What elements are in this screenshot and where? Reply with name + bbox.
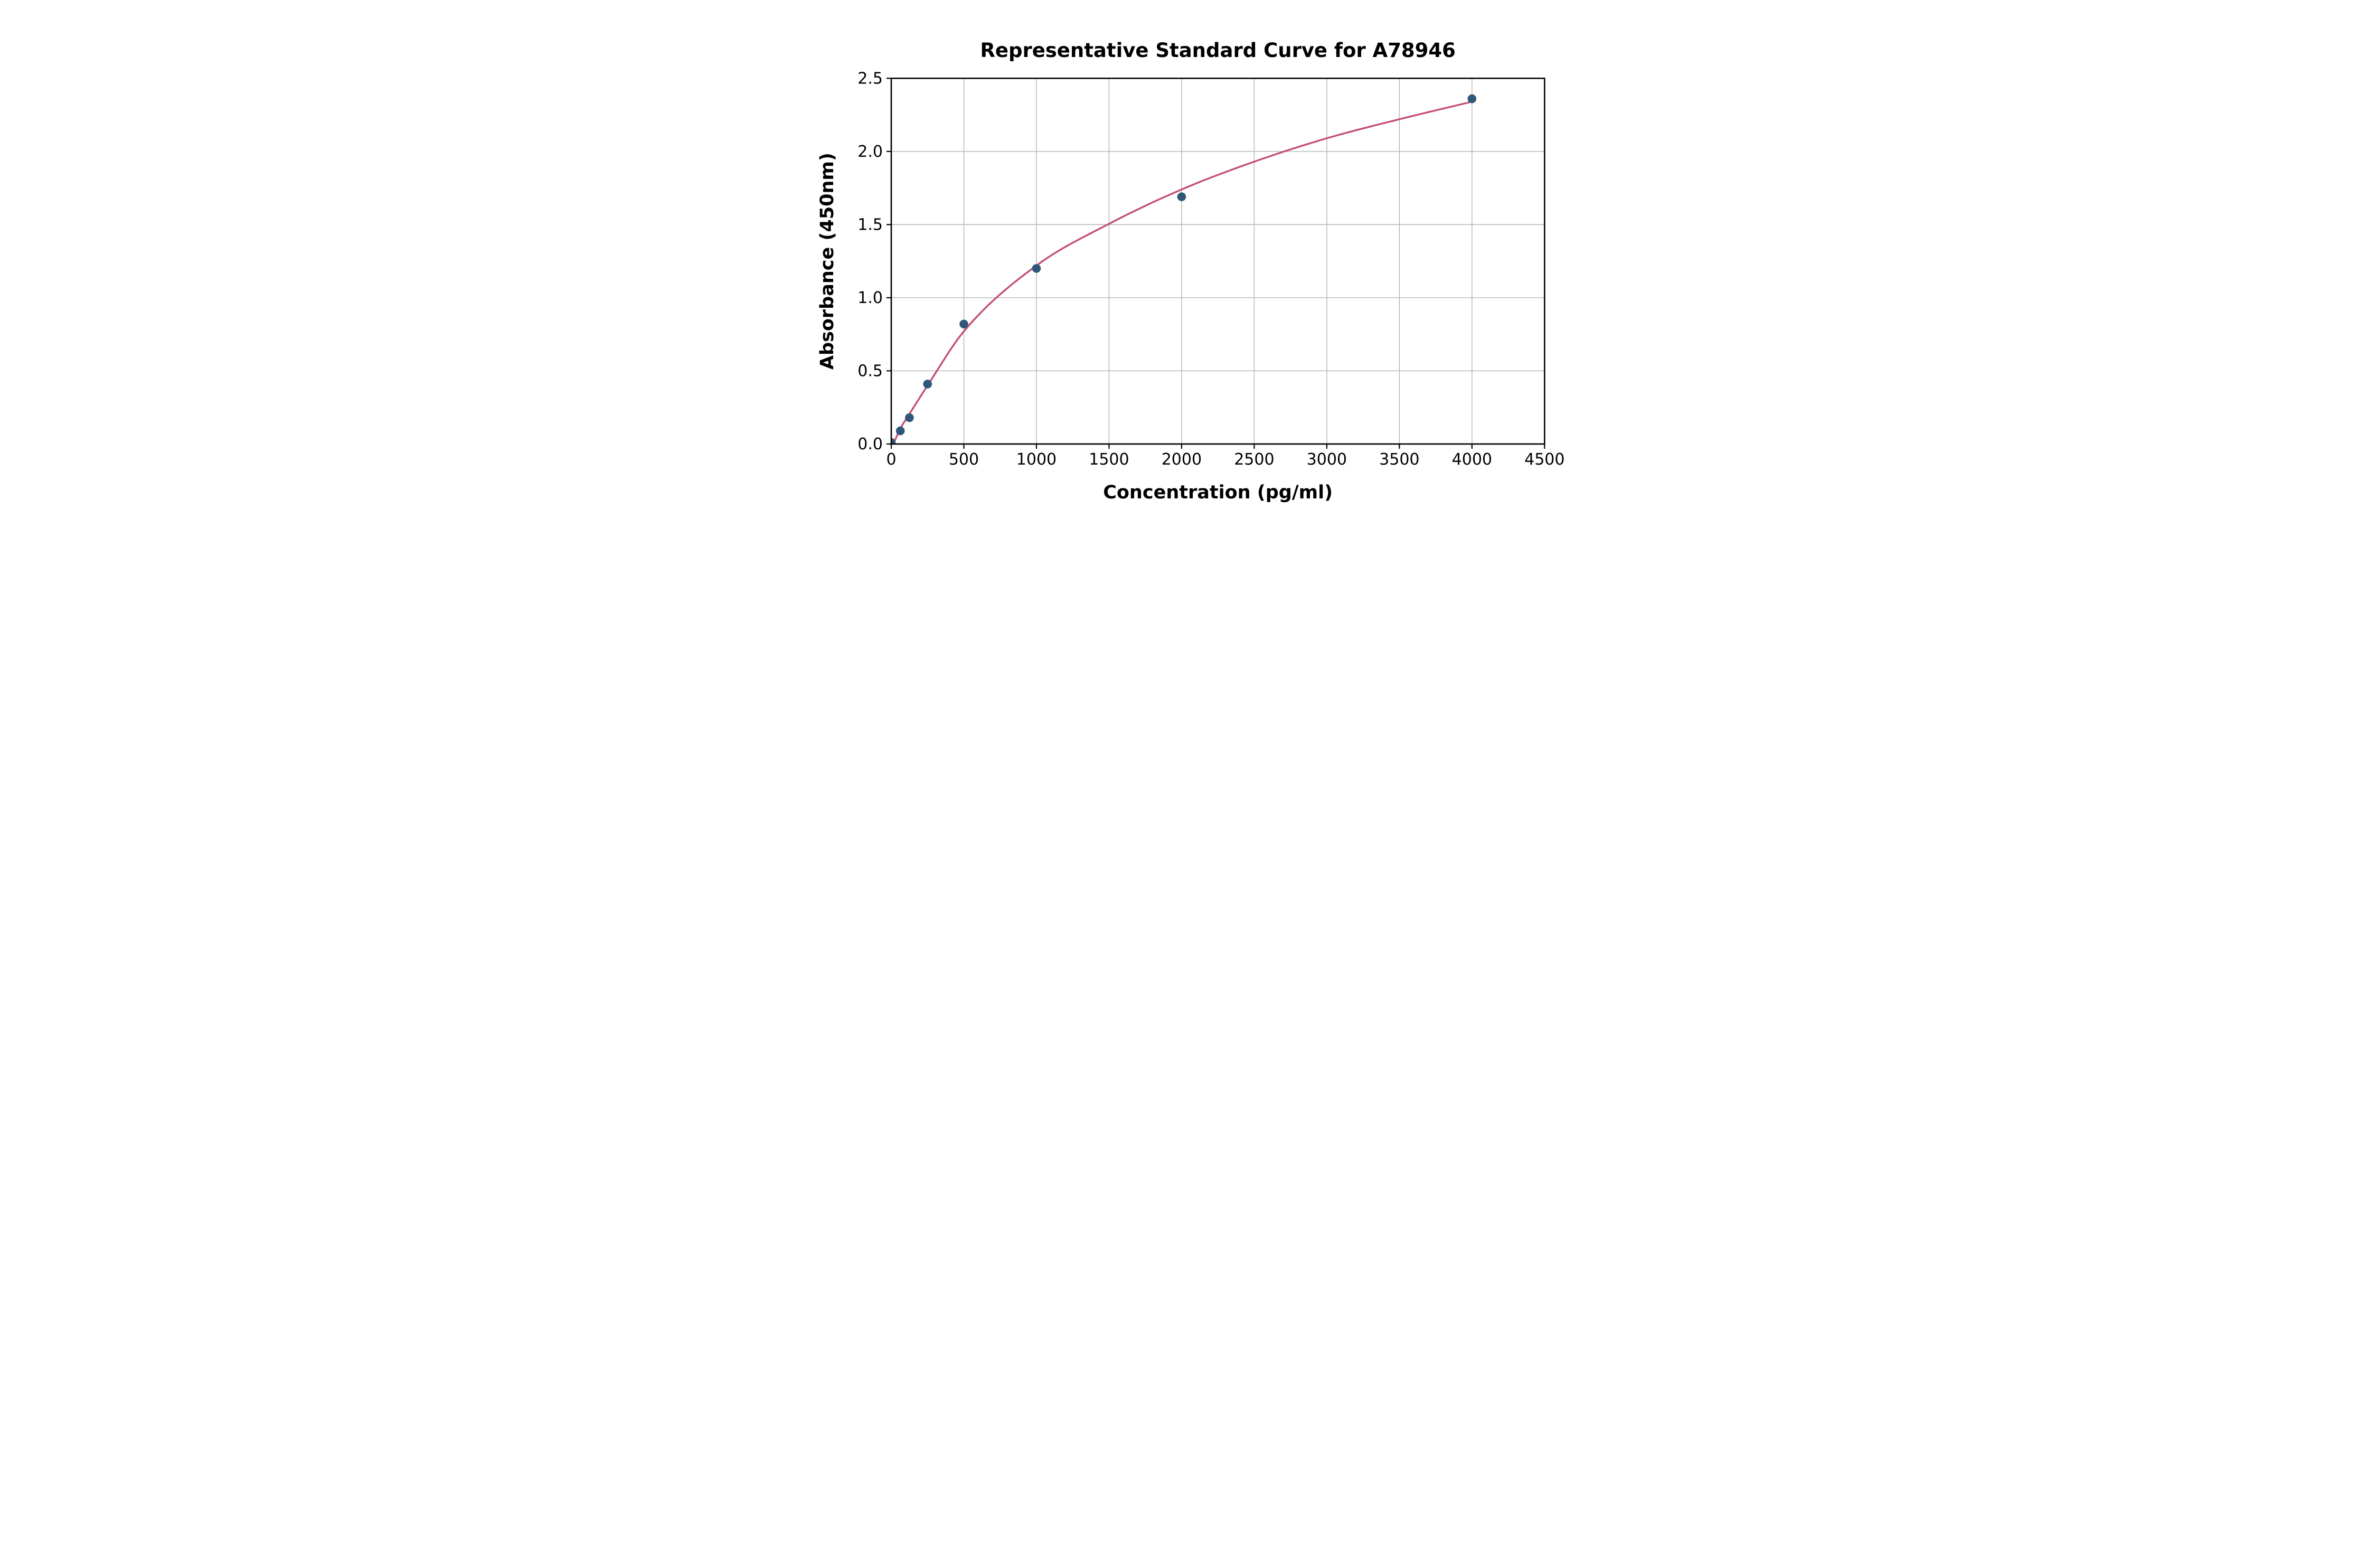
y-tick-label: 2.5 — [857, 69, 883, 88]
fit-curve-line — [892, 100, 1473, 445]
x-tick-label: 500 — [949, 450, 979, 469]
x-tick-label: 2500 — [1234, 450, 1274, 469]
data-point — [905, 413, 914, 422]
data-point — [1032, 264, 1041, 273]
x-tick-label: 3000 — [1307, 450, 1347, 469]
x-tick-label: 2000 — [1162, 450, 1202, 469]
x-axis-label: Concentration (pg/ml) — [1103, 482, 1333, 503]
gridlines-layer — [891, 78, 1545, 444]
x-tick-label: 1000 — [1016, 450, 1057, 469]
data-point — [1177, 192, 1186, 202]
data-point — [959, 319, 968, 329]
x-tick-label: 3500 — [1379, 450, 1419, 469]
data-point — [923, 380, 932, 389]
data-point — [895, 426, 905, 436]
axes-spines-layer — [890, 78, 1545, 445]
x-tick-label: 1500 — [1089, 450, 1129, 469]
y-axis-label: Absorbance (450nm) — [817, 153, 838, 370]
standard-curve-figure: 0 500 1000 1500 2000 2500 3000 3500 4000 4500 0.0 0… — [792, 0, 1584, 523]
chart-title: Representative Standard Curve for A78946 — [980, 39, 1456, 62]
data-point — [891, 438, 896, 445]
data-point — [1467, 94, 1477, 103]
x-tick-label: 4500 — [1524, 450, 1564, 469]
axes-box — [890, 78, 1545, 445]
figure-container: 0 500 1000 1500 2000 2500 3000 3500 4000 4500 0.0 0… — [792, 0, 1584, 523]
tick-labels-layer: 0 500 1000 1500 2000 2500 3000 3500 4000 4500 0.0 0… — [857, 69, 1564, 469]
x-tick-label: 4000 — [1452, 450, 1492, 469]
y-tick-label: 0.0 — [857, 435, 883, 454]
x-tick-label: 0 — [886, 450, 896, 469]
y-tick-label: 1.0 — [857, 289, 883, 307]
chart-canvas: 0 500 1000 1500 2000 2500 3000 3500 4000 4500 0.0 0… — [792, 0, 1584, 523]
y-tick-label: 2.0 — [857, 143, 883, 161]
plot-data-layer — [891, 94, 1477, 445]
y-tick-label: 0.5 — [857, 362, 883, 380]
y-tick-label: 1.5 — [857, 215, 883, 234]
axis-ticks-layer — [887, 78, 1545, 449]
